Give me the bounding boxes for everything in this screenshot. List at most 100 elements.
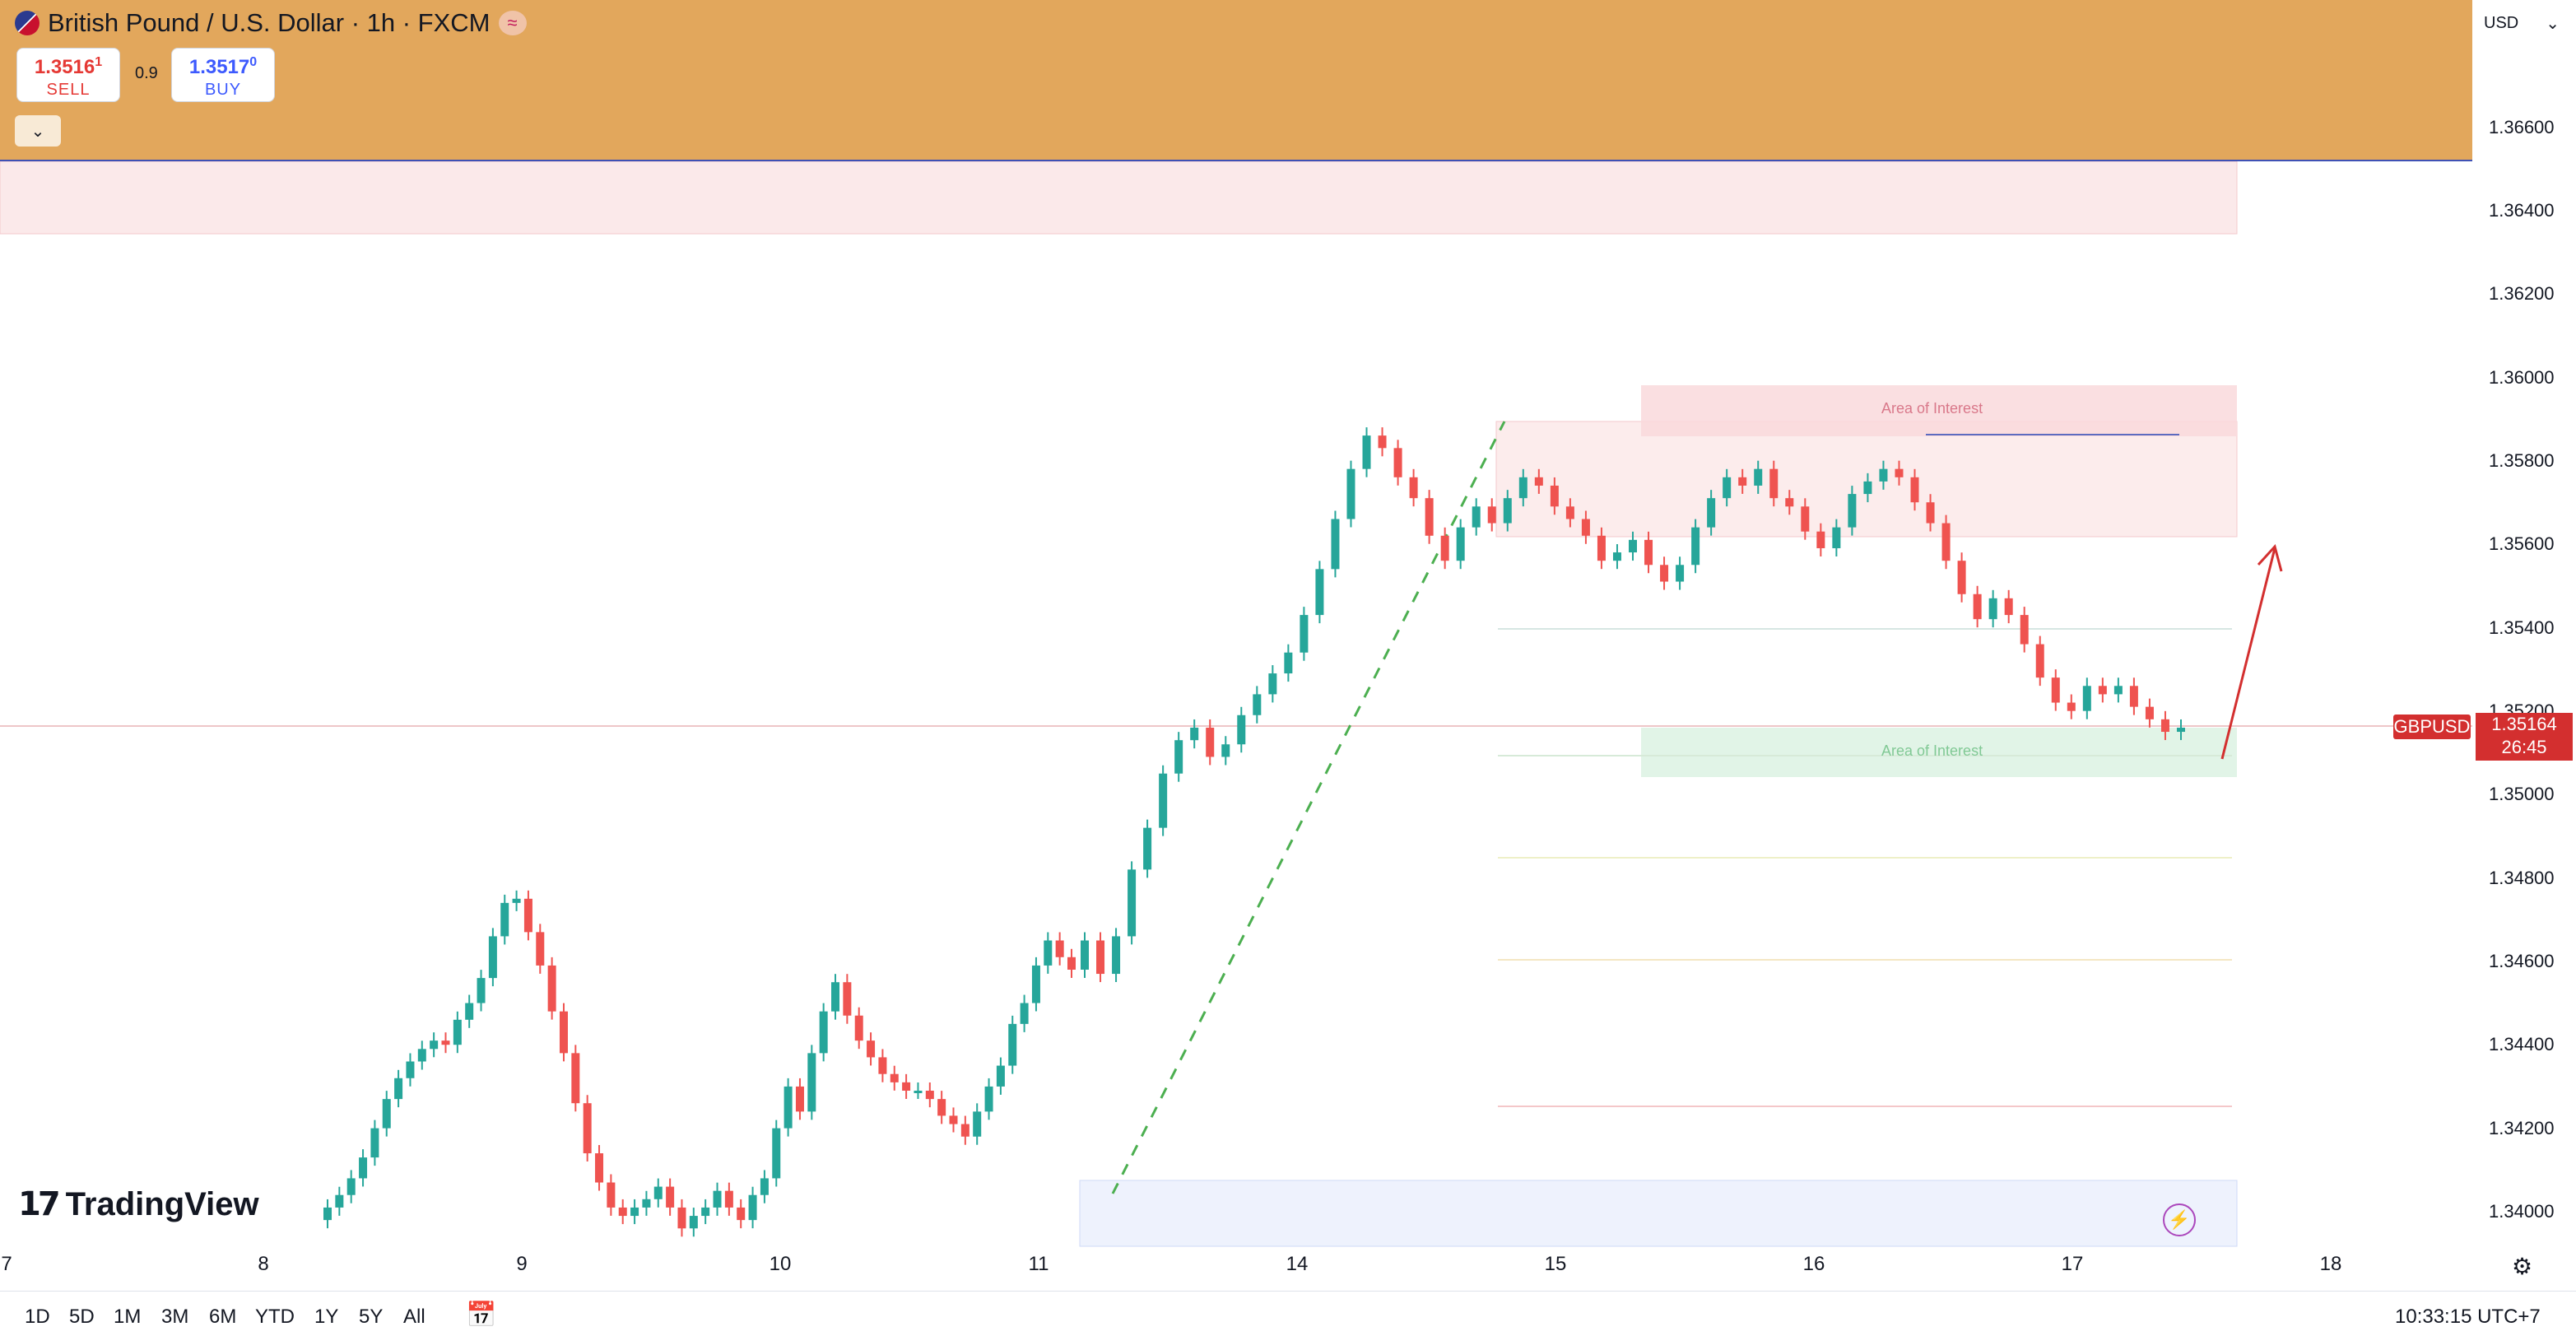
time-axis-label: 16 bbox=[1802, 1253, 1825, 1275]
range-1m-button[interactable]: 1M bbox=[114, 1306, 142, 1328]
candle-body bbox=[1331, 519, 1340, 570]
candle-body bbox=[949, 1115, 958, 1124]
candle-body bbox=[1378, 435, 1387, 449]
candle-body bbox=[512, 898, 521, 903]
demand-zone-box bbox=[1079, 1180, 2238, 1247]
candle-body bbox=[1346, 468, 1355, 519]
collapse-button[interactable]: ⌄ bbox=[15, 115, 61, 147]
candle-body bbox=[2160, 719, 2169, 733]
trend-dashed-line bbox=[1111, 421, 1506, 1194]
clock[interactable]: 10:33:15 UTC+7 bbox=[2395, 1306, 2541, 1328]
candle-body bbox=[618, 1207, 627, 1217]
candle-body bbox=[1044, 940, 1053, 966]
candle-body bbox=[1629, 539, 1637, 553]
buy-price: 1.3517 bbox=[188, 56, 250, 78]
symbol-title[interactable]: British Pound / U.S. Dollar · 1h · FXCM bbox=[48, 8, 491, 37]
candle-body bbox=[2177, 727, 2185, 733]
candle-body bbox=[653, 1186, 663, 1199]
currency-selector[interactable]: USD ⌄ bbox=[2477, 7, 2566, 40]
price-axis-label: 1.36000 bbox=[2489, 367, 2555, 388]
candle-body bbox=[689, 1216, 698, 1229]
price-axis-label: 1.34600 bbox=[2489, 951, 2555, 971]
bar-countdown: 26:45 bbox=[2501, 737, 2547, 757]
lightning-icon[interactable]: ⚡ bbox=[2163, 1203, 2196, 1236]
candle-body bbox=[1315, 569, 1324, 616]
candle-body bbox=[914, 1090, 923, 1093]
price-axis-label: 1.34000 bbox=[2489, 1201, 2555, 1222]
projection-arrow-head bbox=[2257, 543, 2283, 572]
candle-body bbox=[406, 1061, 415, 1078]
candle-body bbox=[1910, 477, 1919, 503]
upper-resistance-zone bbox=[0, 161, 2238, 235]
price-axis-label: 1.35000 bbox=[2489, 784, 2555, 804]
range-ytd-button[interactable]: YTD bbox=[255, 1306, 295, 1328]
candle-body bbox=[1031, 965, 1040, 1003]
candle-body bbox=[2129, 686, 2138, 707]
sell-price: 1.3516 bbox=[34, 56, 95, 78]
calendar-range-icon[interactable]: 📅 bbox=[466, 1301, 497, 1329]
gear-icon[interactable]: ⚙ bbox=[2512, 1254, 2533, 1279]
candle-body bbox=[1081, 940, 1089, 970]
candle-body bbox=[1362, 435, 1371, 469]
candle-body bbox=[2113, 686, 2123, 695]
candle-body bbox=[523, 898, 532, 933]
time-axis-label: 15 bbox=[1544, 1253, 1567, 1275]
wave-icon[interactable]: ≈ bbox=[498, 11, 527, 35]
range-1d-button[interactable]: 1D bbox=[25, 1306, 50, 1328]
candle-body bbox=[1973, 594, 1982, 620]
candle-body bbox=[1284, 652, 1293, 674]
tradingview-mark-icon: 17 bbox=[18, 1185, 61, 1223]
candle-body bbox=[713, 1190, 722, 1208]
time-axis-label: 7 bbox=[1, 1253, 12, 1275]
price-axis-label: 1.36400 bbox=[2489, 200, 2555, 221]
bottom-toolbar bbox=[0, 1291, 2576, 1336]
candle-body bbox=[1409, 477, 1418, 499]
candle-body bbox=[1190, 727, 1199, 741]
candle-body bbox=[878, 1057, 887, 1074]
candle-body bbox=[795, 1086, 804, 1112]
candle-body bbox=[1503, 498, 1512, 524]
candle-body bbox=[772, 1128, 781, 1179]
time-axis-label: 11 bbox=[1028, 1253, 1049, 1275]
candle-body bbox=[1067, 957, 1076, 970]
candle-body bbox=[1848, 494, 1857, 528]
candle-body bbox=[1597, 535, 1606, 561]
candle-body bbox=[1008, 1023, 1017, 1066]
candle-body bbox=[1550, 485, 1559, 507]
candle-body bbox=[1253, 694, 1262, 715]
candle-body bbox=[1055, 940, 1064, 957]
time-axis-label: 10 bbox=[769, 1253, 792, 1275]
price-axis-label: 1.36600 bbox=[2489, 117, 2555, 137]
candle-body bbox=[2082, 686, 2091, 711]
buy-button[interactable]: 1.35170 BUY bbox=[171, 48, 275, 102]
range-1y-button[interactable]: 1Y bbox=[314, 1306, 339, 1328]
candle-body bbox=[666, 1186, 675, 1208]
range-5d-button[interactable]: 5D bbox=[69, 1306, 95, 1328]
range-all-button[interactable]: All bbox=[403, 1306, 425, 1328]
candle-body bbox=[748, 1194, 757, 1221]
candle-body bbox=[394, 1078, 403, 1100]
sell-button[interactable]: 1.35161 SELL bbox=[16, 48, 120, 102]
candle-body bbox=[1879, 468, 1888, 482]
price-axis-label: 1.34800 bbox=[2489, 868, 2555, 888]
candle-body bbox=[854, 1015, 863, 1041]
candle-body bbox=[2145, 706, 2154, 719]
candle-body bbox=[1895, 468, 1904, 477]
candle-body bbox=[2067, 702, 2076, 711]
resistance-zone-box bbox=[1495, 421, 2238, 538]
range-3m-button[interactable]: 3M bbox=[161, 1306, 189, 1328]
time-axis-label: 14 bbox=[1286, 1253, 1309, 1275]
tradingview-logo[interactable]: 17 TradingView bbox=[18, 1185, 259, 1223]
candle-body bbox=[488, 936, 497, 979]
range-6m-button[interactable]: 6M bbox=[209, 1306, 237, 1328]
last-price: 1.35164 bbox=[2491, 714, 2557, 734]
price-axis-label: 1.35600 bbox=[2489, 533, 2555, 554]
range-5y-button[interactable]: 5Y bbox=[359, 1306, 384, 1328]
candle-body bbox=[547, 965, 556, 1012]
candle-body bbox=[1393, 448, 1402, 477]
candle-body bbox=[925, 1090, 934, 1100]
candle-body bbox=[1941, 523, 1951, 561]
candle-body bbox=[1487, 506, 1496, 524]
aoi-bottom-zone bbox=[1641, 728, 2237, 777]
